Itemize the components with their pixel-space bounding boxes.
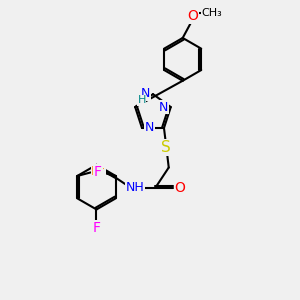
Text: CH₃: CH₃ bbox=[201, 8, 222, 18]
Text: H: H bbox=[137, 95, 146, 105]
Text: O: O bbox=[174, 181, 185, 195]
Text: N: N bbox=[141, 87, 150, 100]
Text: S: S bbox=[161, 140, 171, 155]
Text: F: F bbox=[92, 221, 101, 235]
Text: N: N bbox=[159, 100, 168, 114]
Text: O: O bbox=[187, 9, 198, 23]
Text: N: N bbox=[145, 122, 154, 134]
Text: NH: NH bbox=[125, 181, 144, 194]
Text: Br: Br bbox=[91, 165, 105, 178]
Text: F: F bbox=[94, 165, 102, 179]
